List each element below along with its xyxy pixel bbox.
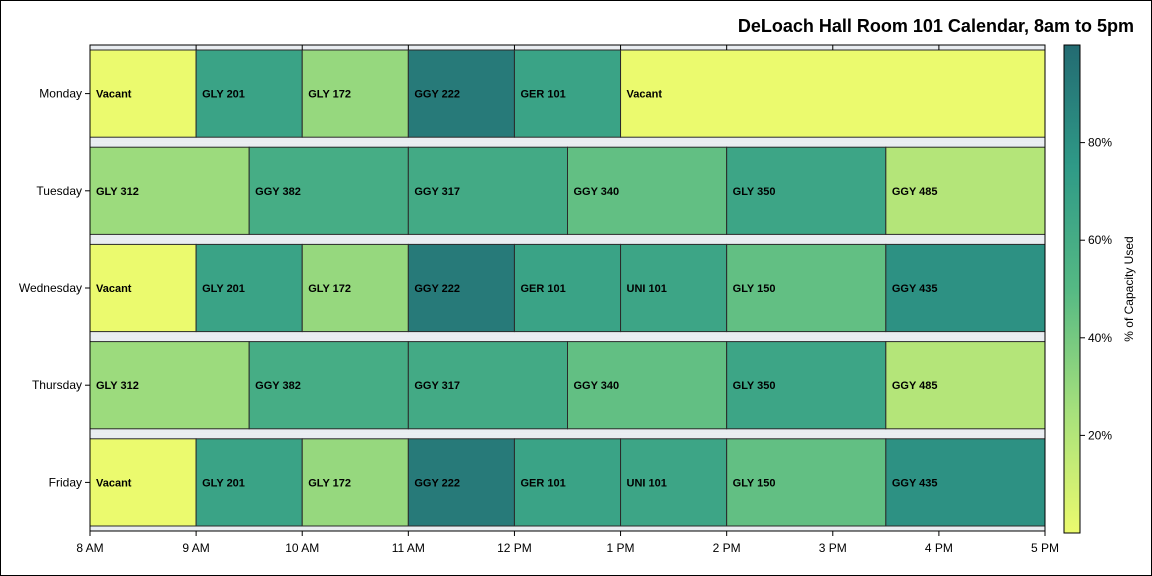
x-tick-label: 10 AM (285, 541, 319, 555)
y-axis: Monday Tuesday Wednesday Thursday Friday (19, 87, 90, 489)
schedule-bar-label: GGY 435 (892, 477, 938, 489)
schedule-bar (195, 49, 303, 138)
schedule-bar (301, 49, 409, 138)
schedule-bar-label: GGY 340 (574, 380, 620, 392)
schedule-bar (885, 243, 1046, 333)
schedule-bar-label: GLY 201 (202, 477, 245, 489)
schedule-bar (89, 438, 197, 527)
schedule-bar (567, 341, 728, 430)
schedule-bar-label: Vacant (96, 283, 132, 295)
schedule-bar (726, 438, 887, 527)
schedule-bar (620, 243, 728, 333)
schedule-bar-label: GGY 382 (255, 186, 301, 198)
schedule-bar (620, 438, 728, 527)
schedule-bar-label: GLY 350 (733, 186, 776, 198)
schedule-bar (513, 243, 622, 333)
schedule-bar-label: GGY 435 (892, 283, 938, 295)
x-tick-label: 1 PM (607, 541, 635, 555)
y-tick-label: Tuesday (36, 184, 82, 198)
schedule-bar-label: GGY 222 (414, 477, 460, 489)
schedule-bar (726, 341, 887, 430)
x-tick-label: 12 PM (497, 541, 532, 555)
y-tick-label: Wednesday (19, 281, 82, 295)
schedule-bar (726, 146, 887, 235)
schedule-bar-label: GLY 150 (733, 477, 776, 489)
schedule-bar (620, 49, 1046, 138)
schedule-bar (301, 438, 409, 527)
schedule-bar-label: GGY 317 (414, 380, 460, 392)
schedule-bar (89, 341, 250, 430)
schedule-bar-label: GER 101 (520, 283, 565, 295)
colorbar-tick-label: 20% (1088, 428, 1112, 442)
schedule-bar-label: GLY 312 (96, 186, 139, 198)
schedule-bar-label: GGY 485 (892, 380, 938, 392)
schedule-bar-label: GER 101 (520, 477, 565, 489)
y-tick-label: Monday (39, 87, 82, 101)
schedule-bar (407, 146, 569, 235)
schedule-bar-label: GLY 172 (308, 283, 351, 295)
x-tick-label: 9 AM (182, 541, 209, 555)
schedule-bar (567, 146, 728, 235)
schedule-bar-label: GLY 150 (733, 283, 776, 295)
schedule-bar (195, 243, 303, 333)
schedule-bar-label: GLY 312 (96, 380, 139, 392)
colorbar-tick-label: 80% (1088, 136, 1112, 150)
schedule-bar-label: GGY 222 (414, 89, 460, 101)
x-tick-label: 5 PM (1031, 541, 1059, 555)
schedule-bar-label: Vacant (96, 89, 132, 101)
x-tick-label: 3 PM (819, 541, 847, 555)
colorbar-title: % of Capacity Used (1122, 236, 1136, 341)
colorbar-tick-label: 40% (1088, 331, 1112, 345)
schedule-bar-label: UNI 101 (627, 283, 667, 295)
y-tick-label: Friday (49, 475, 82, 489)
schedule-bar (407, 49, 515, 138)
schedule-bar-label: GGY 222 (414, 283, 460, 295)
schedule-bar (301, 243, 409, 333)
schedule-bar (195, 438, 303, 527)
schedule-bar-label: GGY 317 (414, 186, 460, 198)
colorbar: 20% 40% 60% 80% (1063, 44, 1112, 534)
schedule-bar-label: GGY 485 (892, 186, 938, 198)
x-tick-label: 2 PM (713, 541, 741, 555)
x-tick-label: 11 AM (392, 541, 425, 555)
schedule-bar-label: UNI 101 (627, 477, 667, 489)
schedule-bars: Vacant GLY 201 GLY 172 GGY 222 GER 101 Vacant… (89, 44, 1046, 532)
schedule-bar-label: GGY 340 (574, 186, 620, 198)
colorbar-gradient (1063, 44, 1081, 534)
x-tick-label: 8 AM (76, 541, 103, 555)
x-tick-label: 4 PM (925, 541, 953, 555)
colorbar-tick-label: 60% (1088, 233, 1112, 247)
schedule-bar-label: GLY 201 (202, 283, 245, 295)
schedule-bar-label: GER 101 (520, 89, 565, 101)
schedule-bar (407, 438, 515, 527)
schedule-bar (248, 146, 409, 235)
chart-title: DeLoach Hall Room 101 Calendar, 8am to 5… (738, 16, 1134, 36)
schedule-bar-label: GGY 382 (255, 380, 301, 392)
schedule-bar-label: GLY 172 (308, 89, 351, 101)
schedule-bar-label: Vacant (627, 89, 663, 101)
schedule-bar-label: GLY 172 (308, 477, 351, 489)
schedule-bar (885, 341, 1046, 430)
schedule-bar (726, 243, 887, 333)
schedule-bar-label: GLY 350 (733, 380, 776, 392)
schedule-bar (89, 146, 250, 235)
y-tick-label: Thursday (32, 378, 82, 392)
schedule-bar-label: GLY 201 (202, 89, 245, 101)
schedule-bar (407, 341, 569, 430)
schedule-bar (885, 146, 1046, 235)
schedule-bar-label: Vacant (96, 477, 132, 489)
x-axis: 8 AM 9 AM 10 AM 11 AM 12 PM 1 PM 2 PM 3 PM 4 PM 5… (76, 45, 1059, 555)
schedule-bar (513, 49, 622, 138)
